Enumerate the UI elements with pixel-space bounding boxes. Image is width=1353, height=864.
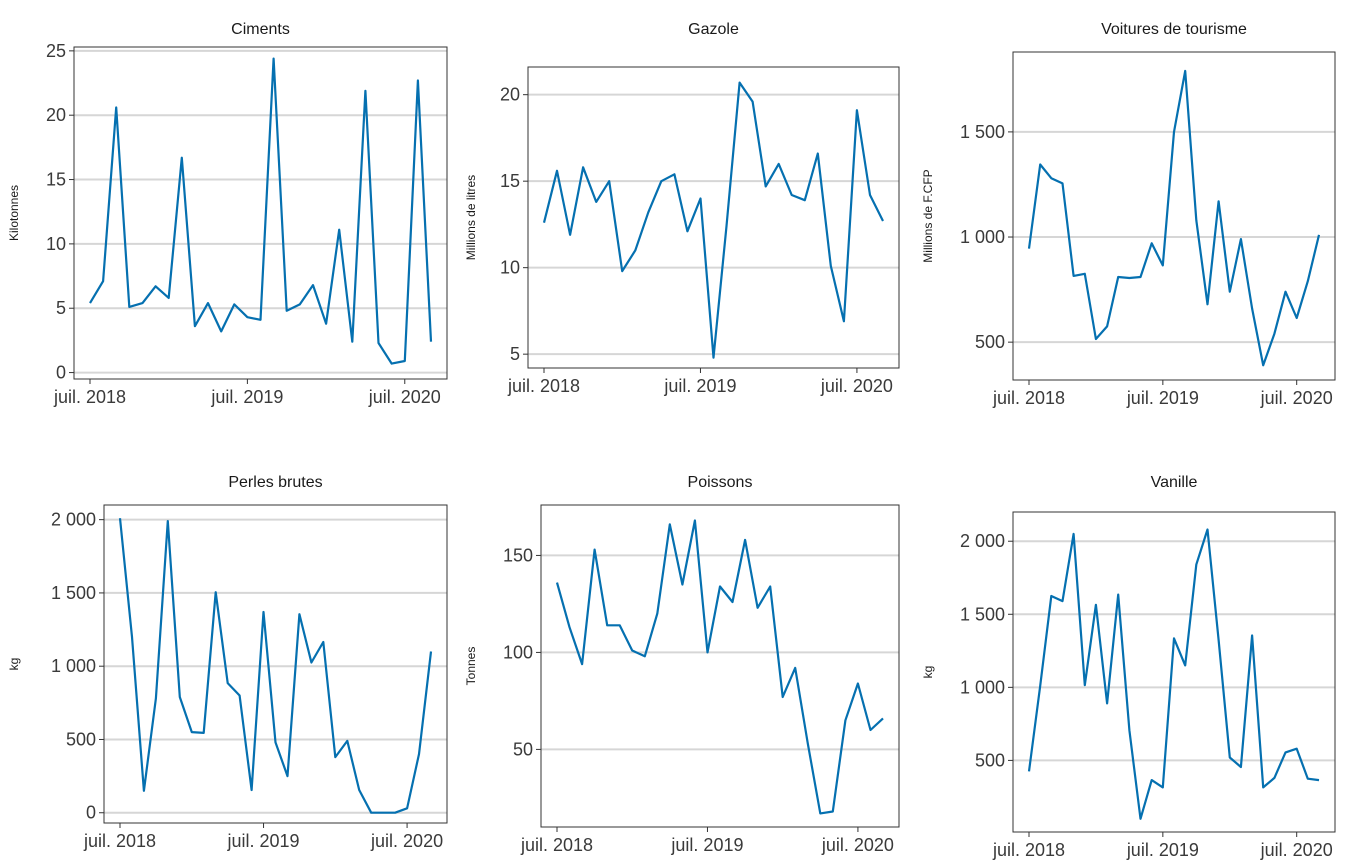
series-line [542,81,884,359]
y-tick-label: 10 [500,258,520,278]
x-tick-label: juil. 2020 [1260,388,1333,408]
y-tick-label: 2 000 [960,531,1005,551]
series-line [89,57,433,365]
y-tick-label: 1 000 [51,656,96,676]
plot-frame [540,504,900,828]
x-tick-label: juil. 2019 [670,835,743,855]
chart-title: Ciments [231,21,290,38]
plot-frame [103,504,448,824]
x-tick-label: juil. 2018 [83,831,156,851]
chart-title: Poissons [688,474,753,491]
x-tick-label: juil. 2018 [53,387,126,407]
x-tick-label: juil. 2019 [1126,388,1199,408]
x-tick-label: juil. 2020 [1260,840,1333,860]
y-tick-label: 20 [500,85,520,105]
x-tick-label: juil. 2019 [227,831,300,851]
chart-title: Voitures de tourisme [1101,21,1247,38]
y-tick-label: 500 [975,332,1005,352]
chart-2: 5 10 15 20 juil. 2018 juil. 2019 juil. 2020 Gaz… [464,21,900,396]
series-line [555,519,884,815]
y-tick-label: 1 500 [51,583,96,603]
y-tick-label: 25 [46,41,66,61]
chart-5: 50 100 150 juil. 2018 juil. 2019 juil. 2020 Po… [464,474,900,855]
chart-4: 0 500 1 000 1 500 2 000 juil. 2018 juil. 2019 j… [7,474,448,851]
series-line [1027,69,1321,367]
y-tick-label: 500 [975,750,1005,770]
y-tick-label: 1 000 [960,677,1005,697]
x-tick-label: juil. 2018 [507,376,580,396]
y-tick-label: 1 500 [960,604,1005,624]
y-tick-label: 100 [503,642,533,662]
x-tick-label: juil. 2019 [210,387,283,407]
y-tick-label: 20 [46,105,66,125]
chart-title: Gazole [688,21,739,38]
y-tick-label: 1 500 [960,122,1005,142]
y-axis-title: kg [921,666,935,679]
chart-title: Vanille [1151,474,1198,491]
x-tick-label: juil. 2020 [820,376,893,396]
y-tick-label: 15 [500,171,520,191]
x-tick-label: juil. 2020 [370,831,443,851]
y-tick-label: 50 [513,739,533,759]
x-tick-label: juil. 2020 [821,835,894,855]
y-tick-label: 10 [46,234,66,254]
x-tick-label: juil. 2019 [1126,840,1199,860]
plot-frame [73,46,448,380]
y-tick-label: 150 [503,545,533,565]
y-tick-label: 500 [66,729,96,749]
x-tick-label: juil. 2018 [992,388,1065,408]
x-tick-label: juil. 2019 [663,376,736,396]
y-axis-title: kg [7,658,21,671]
y-axis-title: Tonnes [464,647,478,686]
y-tick-label: 5 [510,344,520,364]
plot-frame [1012,51,1336,381]
y-tick-label: 15 [46,170,66,190]
chart-1: 0 5 10 15 20 25 juil. 2018 juil. 2019 juil. 2020… [7,21,448,407]
y-axis-title: Millions de F.CFP [921,169,935,262]
x-tick-label: juil. 2018 [520,835,593,855]
chart-3: 500 1 000 1 500 juil. 2018 juil. 2019 juil. 2… [921,21,1336,408]
y-axis-title: Kilotonnes [7,185,21,241]
chart-6: 500 1 000 1 500 2 000 juil. 2018 juil. 2019 ju… [921,474,1336,860]
y-axis-title: Millions de litres [464,175,478,260]
plot-frame [1012,511,1336,833]
plot-frame [527,66,900,369]
chart-title: Perles brutes [228,474,322,491]
y-tick-label: 5 [56,298,66,318]
series-line [1027,528,1320,820]
y-tick-label: 2 000 [51,510,96,530]
x-tick-label: juil. 2018 [992,840,1065,860]
x-tick-label: juil. 2020 [368,387,441,407]
y-tick-label: 0 [86,803,96,823]
y-tick-label: 0 [56,363,66,383]
y-tick-label: 1 000 [960,227,1005,247]
